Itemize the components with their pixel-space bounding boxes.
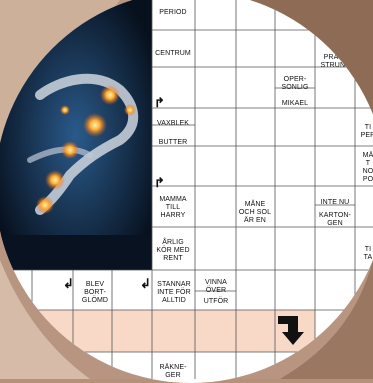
clue-mamma-till-harry: MAMMA TILL HARRY — [159, 196, 187, 219]
clue-ti-per: TI PER — [360, 124, 373, 139]
clue-inte-nu: INTE NU — [320, 199, 350, 206]
arrow-right-icon: ↱ — [154, 95, 165, 110]
clue-period: PERIOD — [159, 9, 187, 16]
clue-centrum: CENTRUM — [155, 50, 191, 57]
clue-kartongen: KARTON- GEN — [319, 212, 351, 227]
clue-opersonlig: OPER- SONLIG — [281, 76, 309, 91]
puzzle-photo — [0, 0, 152, 270]
clue-utfor: UTFÖR — [203, 298, 229, 305]
clue-ma-t-no-po: MÄ T NO PO — [362, 152, 373, 183]
clue-butter: BUTTER — [158, 139, 188, 146]
clue-blev-bortglomd: BLEV BORT- GLÖMD — [81, 281, 109, 304]
arrow-down-left-icon: ↲ — [63, 276, 74, 291]
clue-mane-och-sol: MÅNE OCH SOL ÄR EN — [238, 201, 272, 224]
clue-mikael: MIKAEL — [281, 100, 309, 107]
arrow-right-icon: ↱ — [154, 175, 165, 190]
clue-rakne: RÄKNE- GER — [159, 364, 187, 379]
arrow-down-left-icon: ↲ — [140, 276, 151, 291]
clue-ti-ta: TI TA — [363, 246, 373, 261]
clue-bil: BIL — [364, 291, 373, 298]
clue-prao-strunt: PRAO- STRUNT — [320, 54, 350, 69]
clue-arlig-kor-med-rent: ÅRLIG KÖR MED RENT — [156, 239, 190, 262]
clue-stannar-inte-for-alltid: STANNAR INTE FÖR ALLTID — [157, 281, 191, 304]
clue-vaxblek: VAXBLEK — [156, 120, 190, 127]
clue-vinna-over: VINNA ÖVER — [205, 279, 227, 294]
